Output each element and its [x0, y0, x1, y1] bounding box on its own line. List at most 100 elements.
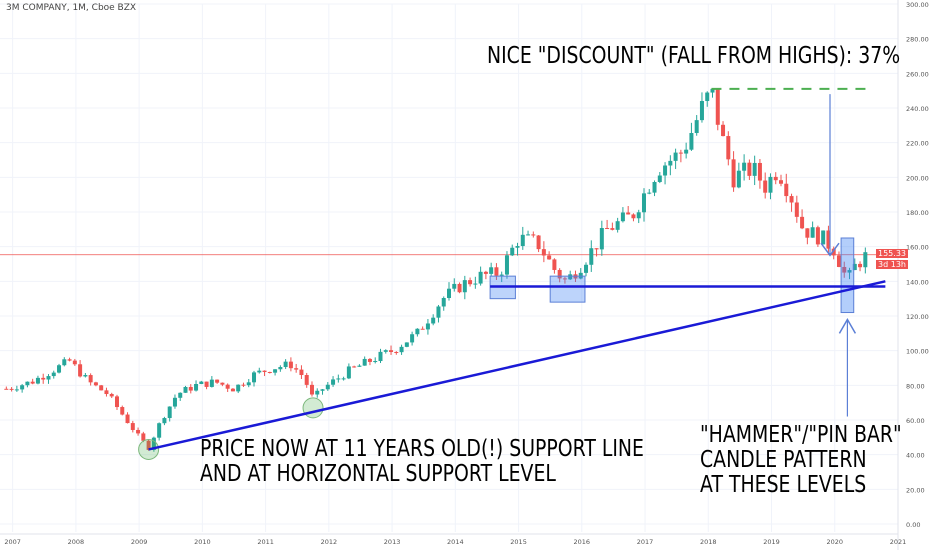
- candle-body: [705, 92, 710, 102]
- candle-body: [415, 328, 420, 335]
- x-tick-label: 2021: [890, 538, 907, 546]
- candle-body: [262, 370, 267, 372]
- candle-body: [125, 414, 130, 424]
- candle-body: [647, 192, 652, 194]
- candle-body: [589, 248, 594, 265]
- candle-body: [146, 440, 151, 450]
- candle-body: [41, 377, 46, 380]
- y-tick-label: 40.00: [906, 452, 925, 460]
- candle-body: [468, 280, 473, 285]
- candle-body: [494, 267, 499, 276]
- candle-body: [831, 248, 836, 256]
- candle-body: [336, 378, 341, 380]
- y-tick-label: 180.00: [906, 209, 929, 217]
- y-tick-label: 240.00: [906, 105, 929, 113]
- candle-body: [246, 382, 251, 386]
- candle-body: [362, 358, 367, 366]
- candle-body: [320, 389, 325, 391]
- candle-body: [383, 350, 388, 352]
- candle-body: [699, 101, 704, 121]
- candle-body: [742, 162, 747, 171]
- candle-body: [120, 407, 125, 415]
- candle-body: [605, 228, 610, 230]
- candle-body: [768, 176, 773, 193]
- candle-body: [526, 234, 531, 236]
- candle-body: [267, 371, 272, 373]
- candle-body: [83, 375, 88, 377]
- x-tick-label: 2008: [68, 538, 85, 546]
- x-tick-label: 2007: [4, 538, 21, 546]
- candle-body: [199, 381, 204, 384]
- candle-body: [710, 88, 715, 93]
- candle-body: [230, 388, 235, 392]
- candle-body: [757, 162, 762, 181]
- candle-body: [499, 274, 504, 276]
- candle-body: [836, 255, 841, 267]
- candle-body: [789, 196, 794, 203]
- candle-body: [810, 227, 815, 238]
- candle-body: [14, 389, 19, 391]
- candle-body: [99, 385, 104, 391]
- x-tick-label: 2015: [510, 538, 527, 546]
- candle-body: [694, 120, 699, 134]
- candle-body: [346, 366, 351, 379]
- last-price-tag: 155.33: [876, 248, 908, 258]
- candle-body: [721, 124, 726, 137]
- candle-body: [678, 152, 683, 154]
- x-tick-label: 2016: [574, 538, 591, 546]
- candle-body: [114, 396, 119, 408]
- candle-body: [46, 376, 51, 380]
- symbol-title[interactable]: 3M COMPANY, 1M, Cboe BZX: [6, 3, 137, 13]
- x-axis: 2007 2008 2009 2010 2011 2012 2013 2014 2015 2016…: [0, 533, 907, 546]
- candle-body: [357, 365, 362, 367]
- candle-body: [404, 342, 409, 347]
- candle-body: [431, 317, 436, 324]
- y-tick-label: 300.00: [906, 1, 929, 9]
- y-tick-label: 80.00: [906, 382, 925, 390]
- x-tick-label: 2020: [826, 538, 843, 546]
- candle-body: [130, 423, 135, 430]
- x-tick-label: 2017: [637, 538, 654, 546]
- candle-body: [773, 176, 778, 181]
- candle-body: [842, 266, 847, 273]
- candle-body: [420, 328, 425, 330]
- fall-arrow-head: [820, 242, 840, 257]
- y-tick-label: 20.00: [906, 486, 925, 494]
- candle-body: [4, 388, 9, 390]
- candle-body: [821, 230, 826, 245]
- y-tick-label: 140.00: [906, 278, 929, 286]
- candle-body: [299, 369, 304, 376]
- y-tick-label: 0.00: [906, 521, 920, 529]
- candle-body: [225, 384, 230, 389]
- candle-body: [57, 365, 62, 373]
- candle-body: [447, 288, 451, 299]
- candle-body: [341, 378, 346, 380]
- candle-body: [547, 255, 552, 260]
- x-tick-label: 2012: [321, 538, 338, 546]
- candle-body: [636, 212, 641, 219]
- candle-body: [20, 385, 25, 390]
- candle-body: [673, 152, 678, 161]
- candle-body: [536, 235, 541, 250]
- candle-body: [541, 249, 546, 256]
- countdown-tag: 3d 13h: [876, 259, 908, 269]
- candle-body: [25, 381, 30, 386]
- candle-body: [726, 136, 731, 160]
- candle-body: [620, 212, 625, 222]
- candle-body: [668, 160, 673, 166]
- candle-body: [283, 361, 288, 368]
- candle-body: [562, 278, 567, 280]
- candle-body: [188, 386, 193, 391]
- candle-body: [800, 216, 805, 229]
- candle-body: [93, 382, 98, 386]
- candle-body: [209, 379, 214, 387]
- candle-body: [747, 162, 752, 176]
- grid: [0, 3, 899, 532]
- candles: [4, 88, 868, 452]
- candle-body: [504, 255, 509, 275]
- candle-body: [457, 283, 462, 293]
- candle-body: [779, 180, 784, 184]
- trendline: [148, 280, 886, 451]
